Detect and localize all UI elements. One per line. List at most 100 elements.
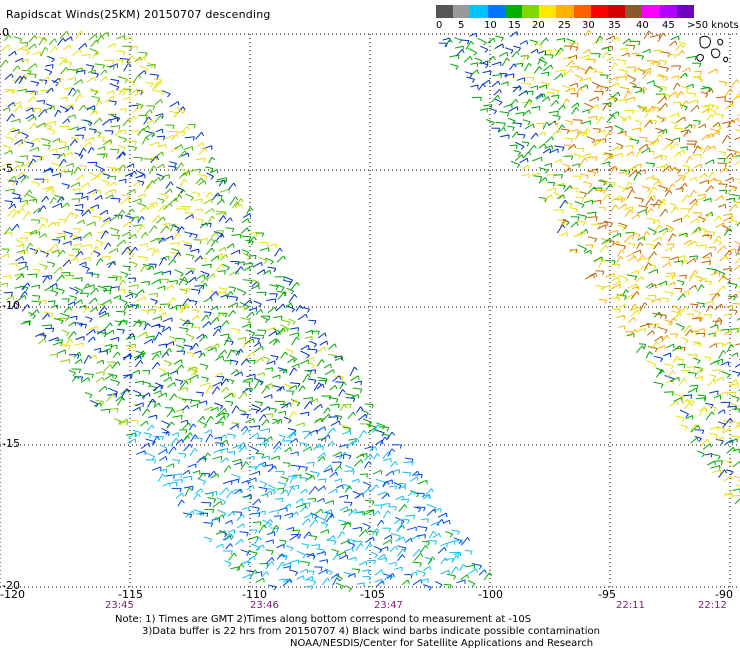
wind-barb-flag (124, 130, 127, 135)
wind-barb-flag (632, 151, 635, 156)
wind-barb (414, 473, 423, 476)
wind-barb (319, 559, 328, 562)
wind-barb-flag (264, 260, 268, 264)
wind-barb (379, 546, 388, 551)
wind-barb (336, 484, 343, 489)
wind-barb-flag (492, 56, 496, 61)
wind-barb-flag (332, 535, 336, 540)
wind-barb (363, 454, 372, 461)
wind-barb-flag (53, 105, 56, 110)
wind-barb-flag (320, 418, 323, 423)
wind-barb (100, 75, 107, 82)
wind-barb (101, 299, 111, 306)
wind-barb-flag (261, 262, 263, 267)
wind-barb (711, 292, 718, 301)
wind-barb-flag (145, 115, 148, 120)
wind-barb (566, 60, 573, 68)
wind-barb (382, 451, 389, 460)
wind-barb (134, 380, 144, 384)
wind-barb-flag (78, 368, 82, 374)
wind-barb (611, 283, 620, 290)
wind-barb-flag (68, 359, 71, 364)
wind-barb (570, 221, 577, 228)
wind-barb-flag (54, 38, 58, 43)
wind-barb (390, 469, 400, 473)
wind-barb (179, 278, 189, 283)
wind-barb (5, 136, 14, 140)
wind-barb (16, 295, 26, 302)
wind-barb (383, 457, 392, 462)
wind-barb-flag (337, 553, 341, 558)
wind-barb-flag (153, 132, 156, 137)
wind-barb (652, 199, 660, 208)
wind-barb-flag (251, 332, 255, 337)
wind-barb (231, 327, 241, 331)
wind-barb-flag (619, 233, 622, 238)
wind-barb (617, 76, 627, 78)
wind-barb (137, 202, 147, 207)
wind-barb-flag (253, 555, 256, 561)
wind-barb (582, 128, 588, 137)
wind-barb (145, 452, 155, 458)
wind-barb (616, 294, 627, 297)
wind-barb-flag (11, 113, 15, 118)
wind-barb (544, 145, 553, 149)
wind-barb (729, 203, 736, 211)
wind-barb-flag (681, 281, 685, 286)
wind-barb-flag (362, 493, 364, 498)
wind-barb (316, 359, 323, 367)
wind-barb (108, 181, 116, 187)
wind-barb-flag (703, 229, 707, 234)
wind-barb-flag (339, 465, 343, 470)
wind-barb (167, 296, 174, 306)
wind-barb-flag (208, 312, 212, 317)
wind-barb (29, 309, 38, 317)
wind-barb-flag (231, 393, 234, 398)
wind-barb-flag (106, 182, 110, 187)
wind-barb-flag (138, 323, 143, 328)
wind-barb-flag (305, 444, 308, 448)
wind-barb-flag (209, 502, 212, 507)
wind-barb-flag (605, 87, 609, 92)
wind-barb-flag (177, 101, 180, 106)
wind-barb (28, 43, 36, 50)
wind-barb (8, 263, 18, 265)
wind-barb (644, 106, 654, 113)
wind-barb (565, 119, 573, 123)
wind-barb-flag (545, 177, 548, 182)
wind-barb (88, 172, 98, 177)
wind-barb (109, 344, 118, 348)
wind-barb (117, 75, 128, 80)
wind-barb-flag (679, 312, 682, 317)
wind-barb (31, 181, 40, 185)
wind-barb-flag (261, 232, 265, 237)
wind-barb-flag (603, 190, 606, 195)
wind-barb (647, 294, 657, 297)
wind-barb-flag (658, 311, 662, 316)
wind-barb (56, 274, 63, 283)
wind-barb (52, 77, 60, 84)
wind-barb (91, 51, 98, 59)
wind-barb (718, 183, 728, 185)
wind-barb-flag (257, 408, 261, 412)
wind-barb (303, 531, 310, 539)
wind-barb (4, 227, 11, 235)
wind-barb (96, 170, 105, 177)
wind-barb-flag (134, 246, 138, 251)
wind-barb (38, 299, 47, 302)
wind-barb-flag (97, 97, 101, 102)
wind-barb (82, 306, 89, 314)
wind-barb (169, 161, 177, 164)
wind-barb (250, 336, 260, 340)
wind-barb-flag (662, 32, 667, 37)
wind-barb (621, 115, 631, 122)
wind-barb-flag (363, 430, 367, 434)
wind-barb-flag (125, 179, 127, 184)
wind-barb (542, 121, 548, 130)
wind-barb (375, 478, 386, 483)
wind-barb (121, 194, 130, 197)
wind-barb (241, 480, 249, 484)
wind-barb-flag (105, 76, 109, 81)
wind-barb-flag (216, 386, 221, 391)
wind-barb-flag (697, 312, 702, 317)
